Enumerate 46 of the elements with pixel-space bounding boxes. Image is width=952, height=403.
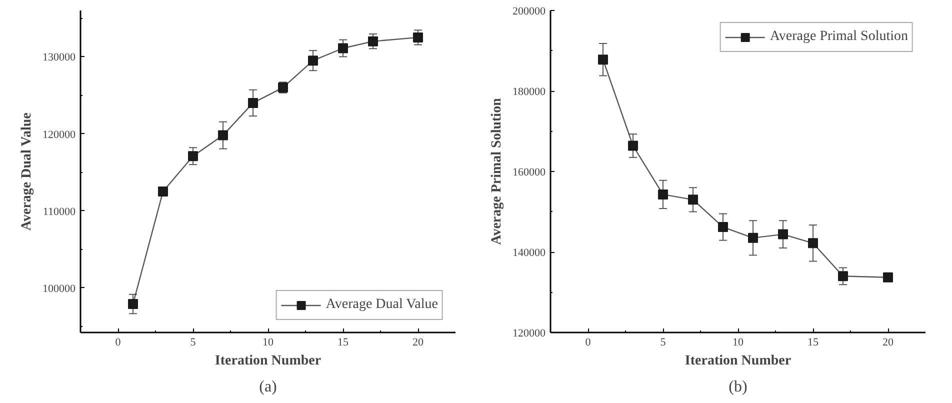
x-tick-label: 5 — [660, 336, 666, 348]
x-tick-label: 20 — [882, 336, 894, 348]
y-tick-label: 160000 — [512, 166, 546, 178]
y-axis-title: Average Dual Value — [20, 112, 34, 231]
point — [628, 140, 638, 151]
text: (b) — [728, 378, 748, 396]
point — [248, 98, 258, 108]
point — [598, 54, 608, 65]
legend-label: Average Dual Value — [326, 297, 438, 313]
x-tick-label: 5 — [190, 336, 196, 348]
y-tick-label: 120000 — [512, 328, 546, 340]
y-tick-label: 120000 — [42, 128, 76, 141]
y-tick-label: 130000 — [42, 52, 76, 64]
point — [883, 272, 893, 282]
x-tick-label: 0 — [585, 336, 592, 348]
y-tick-label: 200000 — [512, 6, 546, 18]
y-tick-label: 110000 — [42, 206, 76, 218]
y-tick-label: 100000 — [42, 282, 76, 295]
x-tick-label: 20 — [412, 336, 424, 348]
y-axis-title: Average Primal Solution — [490, 98, 504, 245]
point — [748, 232, 758, 243]
x-tick-label: 0 — [115, 336, 122, 348]
point — [338, 43, 348, 54]
point — [308, 56, 318, 66]
point — [188, 151, 198, 162]
text: (a) — [259, 378, 277, 396]
point — [688, 194, 698, 205]
point — [718, 222, 728, 232]
y-tick-label: 140000 — [512, 247, 546, 259]
x-tick-label: 10 — [262, 336, 274, 348]
point — [158, 186, 168, 197]
point — [218, 130, 228, 140]
point — [808, 238, 818, 248]
x-axis-title: Iteration Number — [684, 354, 792, 368]
point — [838, 271, 848, 282]
x-tick-label: 15 — [808, 336, 819, 348]
x-axis-title: Iteration Number — [214, 354, 322, 368]
point — [128, 299, 138, 309]
point — [778, 229, 788, 240]
x-tick-label: 10 — [732, 336, 744, 348]
point — [413, 32, 423, 42]
y-tick-label: 180000 — [512, 86, 546, 98]
point — [368, 36, 378, 46]
point — [658, 189, 668, 200]
legend-label: Average Primal Solution — [770, 29, 908, 45]
x-tick-label: 15 — [338, 336, 349, 348]
